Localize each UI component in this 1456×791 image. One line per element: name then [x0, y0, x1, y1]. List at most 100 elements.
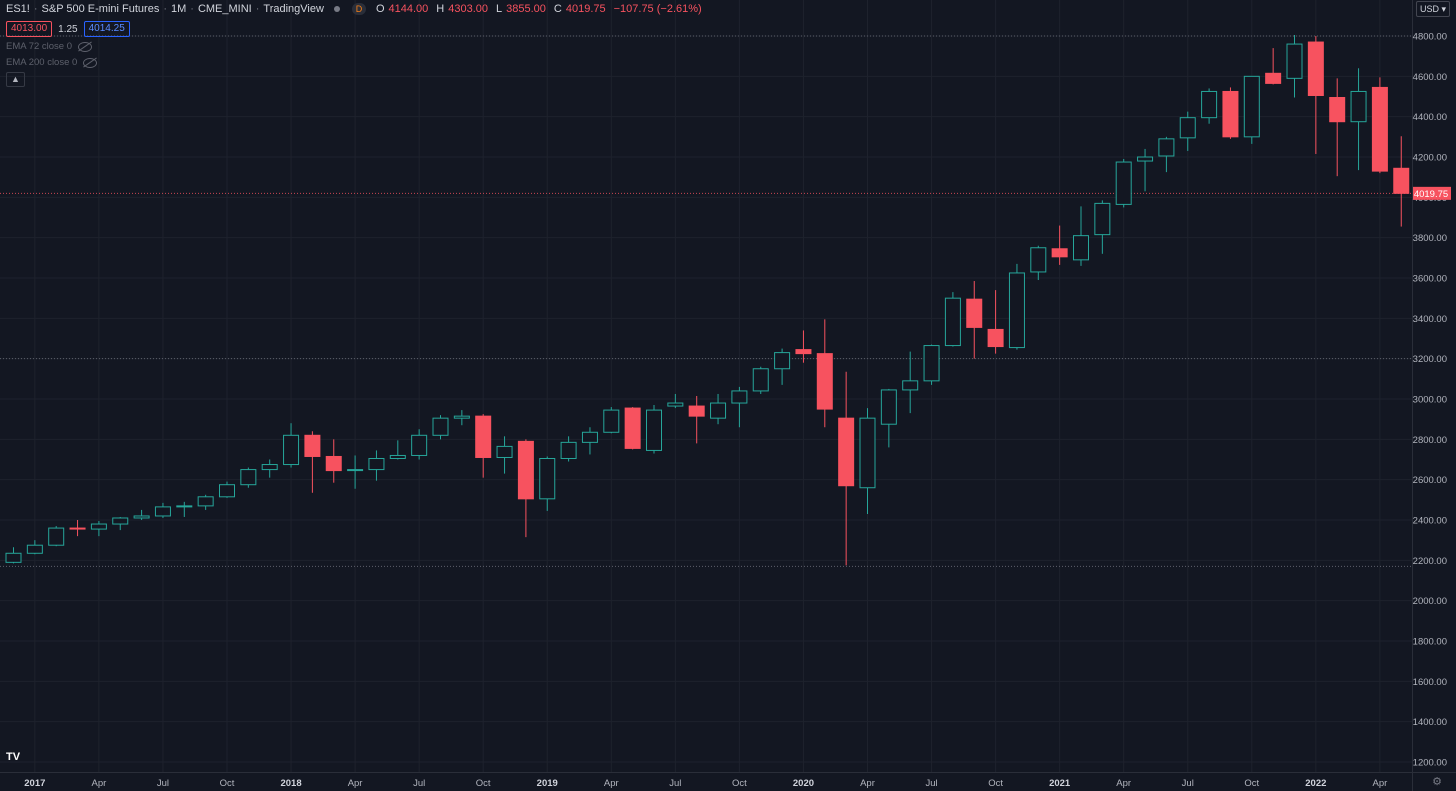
collapse-legend-button[interactable]: ▲	[6, 72, 25, 87]
candle-2020-06[interactable]	[902, 380, 919, 391]
candle-2020-02[interactable]	[816, 353, 833, 410]
candle-2019-06[interactable]	[646, 409, 662, 451]
candle-2018-09[interactable]	[453, 415, 470, 419]
candle-2018-10[interactable]	[475, 415, 492, 458]
candle-2020-07[interactable]	[923, 345, 940, 382]
high-value: 4303.00	[448, 3, 488, 15]
open-value: 4144.00	[388, 3, 429, 15]
candle-2018-01[interactable]	[283, 434, 300, 466]
candle-2019-07[interactable]	[667, 402, 684, 407]
candle-2021-03[interactable]	[1094, 202, 1111, 236]
candle-2021-08[interactable]	[1201, 90, 1218, 119]
source-label: TradingView	[263, 3, 324, 15]
candle-2018-03[interactable]	[325, 455, 342, 472]
candle-2021-04[interactable]	[1115, 161, 1132, 205]
candle-2018-04[interactable]	[347, 469, 364, 472]
candle-2017-12[interactable]	[261, 464, 278, 471]
candle-2019-04[interactable]	[603, 409, 620, 433]
sell-price-button[interactable]: 4013.00	[6, 21, 53, 37]
candle-2016-12[interactable]	[5, 552, 22, 563]
candle-2017-11[interactable]	[240, 469, 257, 486]
time-axis-label: 2019	[537, 778, 558, 789]
candle-2018-12[interactable]	[517, 440, 534, 500]
time-axis-label: Oct	[220, 778, 235, 789]
symbol-ticker[interactable]: ES1!	[6, 3, 30, 15]
time-axis-label: 2020	[793, 778, 814, 789]
candle-2020-11[interactable]	[1008, 272, 1025, 349]
candle-2017-08[interactable]	[176, 505, 193, 508]
candle-2017-01[interactable]	[26, 544, 43, 554]
candle-2020-10[interactable]	[987, 328, 1004, 348]
candle-2017-10[interactable]	[219, 484, 235, 498]
candle-2019-11[interactable]	[752, 368, 769, 392]
candle-2019-05[interactable]	[624, 407, 641, 449]
price-axis-label: 4800.00	[1413, 32, 1447, 43]
symbol-legend: ES1! · S&P 500 E-mini Futures · 1M · CME…	[6, 3, 702, 15]
candle-2019-10[interactable]	[731, 390, 748, 404]
candle-2018-07[interactable]	[411, 434, 428, 456]
candle-2021-12[interactable]	[1286, 43, 1303, 79]
price-axis-label: 1200.00	[1413, 758, 1447, 769]
candle-2020-01[interactable]	[795, 349, 812, 355]
candle-2021-07[interactable]	[1179, 117, 1196, 139]
candle-2022-02[interactable]	[1329, 97, 1346, 123]
currency-label: USD	[1419, 4, 1439, 14]
candle-2017-03[interactable]	[69, 527, 86, 530]
candle-2019-02[interactable]	[560, 441, 577, 459]
buy-price-button[interactable]: 4014.25	[83, 21, 130, 37]
candle-2017-07[interactable]	[154, 506, 171, 517]
candle-2019-08[interactable]	[688, 405, 705, 417]
candle-2021-02[interactable]	[1073, 235, 1089, 261]
candle-2022-01[interactable]	[1307, 41, 1324, 96]
candle-2019-12[interactable]	[774, 352, 791, 370]
candle-2020-05[interactable]	[880, 389, 897, 425]
time-axis-label: Jul	[413, 778, 425, 789]
candle-2020-03[interactable]	[838, 417, 855, 487]
currency-selector[interactable]: USD ▾	[1415, 1, 1450, 17]
candle-2020-09[interactable]	[966, 298, 983, 328]
candle-2017-04[interactable]	[90, 523, 107, 530]
price-axis-label: 2200.00	[1413, 556, 1447, 567]
candle-2021-01[interactable]	[1051, 248, 1068, 258]
candle-2018-11[interactable]	[496, 445, 513, 458]
candle-2018-05[interactable]	[368, 457, 385, 471]
candle-2020-08[interactable]	[944, 297, 961, 347]
candle-2018-06[interactable]	[389, 454, 406, 459]
candle-2017-06[interactable]	[133, 515, 150, 519]
indicator-ema72[interactable]: EMA 72 close 0	[6, 41, 93, 52]
interval-label[interactable]: 1M	[171, 3, 187, 15]
candle-2021-05[interactable]	[1137, 156, 1154, 162]
price-axis-label: 3600.00	[1413, 274, 1447, 285]
hidden-eye-icon[interactable]	[78, 41, 93, 52]
time-axis-label: Oct	[1244, 778, 1259, 789]
candle-2022-04[interactable]	[1371, 86, 1388, 172]
time-axis-label: 2022	[1305, 778, 1326, 789]
delayed-badge[interactable]: D	[351, 3, 366, 15]
change-value: −107.75 (−2.61%)	[613, 3, 702, 15]
gear-icon[interactable]: ⚙	[1432, 776, 1442, 788]
candle-2022-03[interactable]	[1350, 90, 1367, 123]
price-axis-label: 1600.00	[1413, 677, 1447, 688]
candle-2019-09[interactable]	[710, 402, 727, 419]
candle-2017-05[interactable]	[112, 517, 129, 525]
hidden-eye-icon[interactable]	[83, 57, 98, 68]
candle-2017-02[interactable]	[48, 527, 65, 546]
candle-2020-04[interactable]	[859, 417, 876, 489]
indicator-ema200[interactable]: EMA 200 close 0	[6, 57, 98, 68]
candle-2019-03[interactable]	[581, 431, 598, 443]
candle-2021-09[interactable]	[1222, 90, 1239, 138]
candle-2020-12[interactable]	[1030, 247, 1047, 273]
candle-2018-08[interactable]	[432, 417, 449, 436]
tradingview-logo-icon[interactable]: TV	[6, 751, 21, 763]
candle-2018-02[interactable]	[304, 434, 321, 457]
candle-2021-10[interactable]	[1243, 75, 1260, 138]
candle-2019-01[interactable]	[539, 457, 556, 500]
candle-2017-09[interactable]	[197, 496, 214, 507]
time-axis-label: Apr	[1116, 778, 1131, 789]
price-axis-label: 1800.00	[1413, 637, 1447, 648]
candle-2021-06[interactable]	[1158, 138, 1175, 157]
price-axis-label: 4600.00	[1413, 72, 1447, 83]
candle-2022-05[interactable]	[1393, 167, 1410, 194]
candle-2021-11[interactable]	[1265, 72, 1282, 84]
